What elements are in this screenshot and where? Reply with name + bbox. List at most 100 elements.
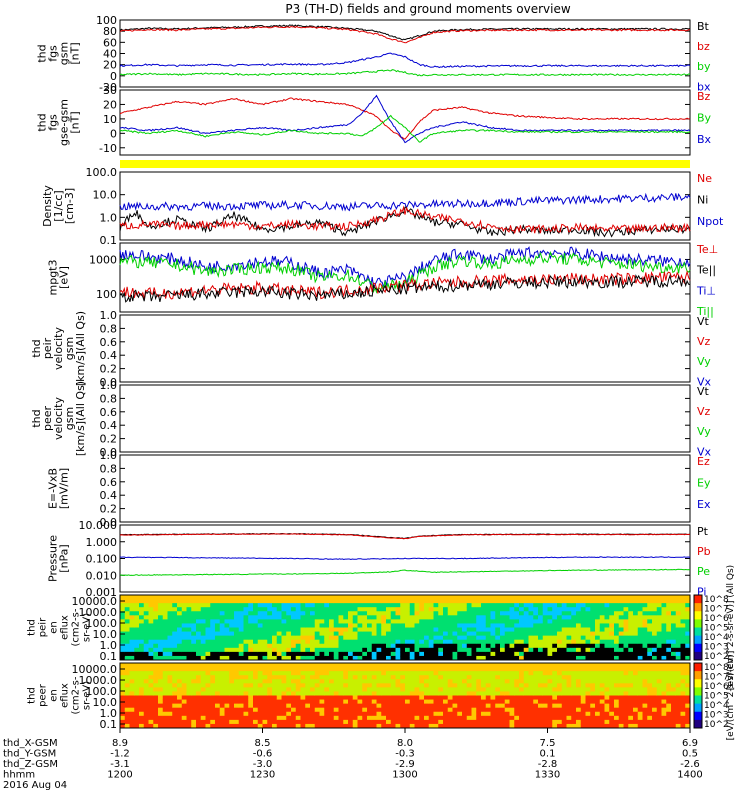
spectrogram-cell: [200, 647, 206, 653]
spectrogram-cell: [281, 671, 287, 676]
spectrogram-cell: [457, 671, 463, 676]
spectrogram-cell: [561, 667, 567, 672]
spectrogram-cell: [276, 651, 282, 657]
spectrogram-cell: [519, 671, 525, 676]
spectrogram-cell: [637, 643, 643, 649]
spectrogram-cell: [257, 715, 263, 721]
spectrogram-cell: [120, 639, 126, 645]
spectrogram-cell: [647, 639, 653, 645]
spectrogram-cell: [538, 719, 544, 725]
spectrogram-cell: [495, 639, 501, 645]
spectrogram-cell: [295, 719, 301, 725]
spectrogram-cell: [538, 611, 544, 616]
spectrogram-cell: [485, 711, 491, 717]
spectrogram-cell: [504, 707, 510, 713]
spectrogram-cell: [637, 599, 643, 604]
spectrogram-cell: [343, 715, 349, 721]
spectrogram-cell: [191, 599, 197, 604]
spectrogram-cell: [291, 651, 297, 657]
spectrogram-cell: [243, 603, 249, 608]
spectrogram-cell: [362, 607, 368, 612]
spectrogram-cell: [462, 691, 468, 696]
legend-blue: Ti⊥: [696, 284, 716, 297]
spectrogram-cell: [419, 711, 425, 717]
spectrogram-cell: [514, 683, 520, 688]
spectrogram-cell: [680, 615, 686, 620]
spectrogram-cell: [162, 703, 168, 709]
spectrogram-cell: [200, 651, 206, 657]
spectrogram-cell: [642, 615, 648, 620]
spectrogram-cell: [462, 663, 468, 668]
spectrogram-cell: [262, 607, 268, 612]
spectrogram-cell: [286, 651, 292, 657]
spectrogram-cell: [571, 631, 577, 637]
spectrogram-cell: [490, 715, 496, 721]
spectrogram-cell: [181, 623, 187, 628]
spectrogram-cell: [272, 631, 278, 637]
spectrogram-cell: [267, 711, 273, 717]
spectrogram-cell: [343, 683, 349, 688]
spectrogram-cell: [424, 599, 430, 604]
spectrogram-cell: [637, 607, 643, 612]
spectrogram-cell: [414, 687, 420, 692]
spectrogram-cell: [471, 679, 477, 684]
spectrogram-cell: [371, 639, 377, 645]
spectrogram-cell: [286, 647, 292, 653]
spectrogram-cell: [637, 699, 643, 705]
spectrogram-cell: [310, 687, 316, 692]
spectrogram-cell: [400, 687, 406, 692]
x-tick-label: -2.9: [395, 759, 415, 770]
spectrogram-cell: [143, 647, 149, 653]
spectrogram-cell: [595, 603, 601, 608]
spectrogram-cell: [158, 687, 164, 692]
spectrogram-cell: [243, 671, 249, 676]
spectrogram-cell: [205, 651, 211, 657]
spectrogram-cell: [257, 611, 263, 616]
spectrogram-cell: [262, 635, 268, 641]
spectrogram-cell: [134, 715, 140, 721]
spectrogram-cell: [547, 671, 553, 676]
spectrogram-cell: [576, 639, 582, 645]
spectrogram-cell: [362, 631, 368, 637]
spectrogram-cell: [262, 599, 268, 604]
spectrogram-cell: [604, 647, 610, 653]
spectrogram-cell: [196, 643, 202, 649]
spectrogram-cell: [219, 683, 225, 688]
spectrogram-cell: [447, 635, 453, 641]
spectrogram-cell: [566, 683, 572, 688]
spectrogram-cell: [438, 623, 444, 628]
spectrogram-cell: [471, 695, 477, 700]
spectrogram-cell: [409, 683, 415, 688]
spectrogram-cell: [153, 667, 159, 672]
spectrogram-cell: [523, 723, 529, 729]
spectrogram-cell: [466, 711, 472, 717]
spectrogram-cell: [409, 619, 415, 624]
spectrogram-cell: [305, 707, 311, 713]
spectrogram-cell: [319, 695, 325, 700]
y-axis-label: en: [49, 621, 60, 634]
spectrogram-cell: [333, 639, 339, 645]
spectrogram-cell: [281, 695, 287, 700]
spectrogram-cell: [490, 719, 496, 725]
y-tick-label: 1.000: [86, 536, 118, 549]
spectrogram-cell: [210, 675, 216, 680]
spectrogram-cell: [272, 663, 278, 668]
spectrogram-cell: [148, 599, 154, 604]
spectrogram-cell: [519, 651, 525, 657]
spectrogram-cell: [557, 611, 563, 616]
spectrogram-cell: [143, 603, 149, 608]
spectrogram-cell: [656, 615, 662, 620]
spectrogram-cell: [642, 711, 648, 717]
spectrogram-cell: [196, 723, 202, 729]
spectrogram-cell: [576, 615, 582, 620]
spectrogram-cell: [656, 663, 662, 668]
spectrogram-cell: [614, 615, 620, 620]
spectrogram-cell: [148, 643, 154, 649]
spectrogram-cell: [276, 719, 282, 725]
spectrogram-cell: [652, 635, 658, 641]
spectrogram-cell: [324, 647, 330, 653]
spectrogram-cell: [300, 631, 306, 637]
spectrogram-cell: [552, 647, 558, 653]
spectrogram-cell: [200, 603, 206, 608]
spectrogram-cell: [457, 603, 463, 608]
